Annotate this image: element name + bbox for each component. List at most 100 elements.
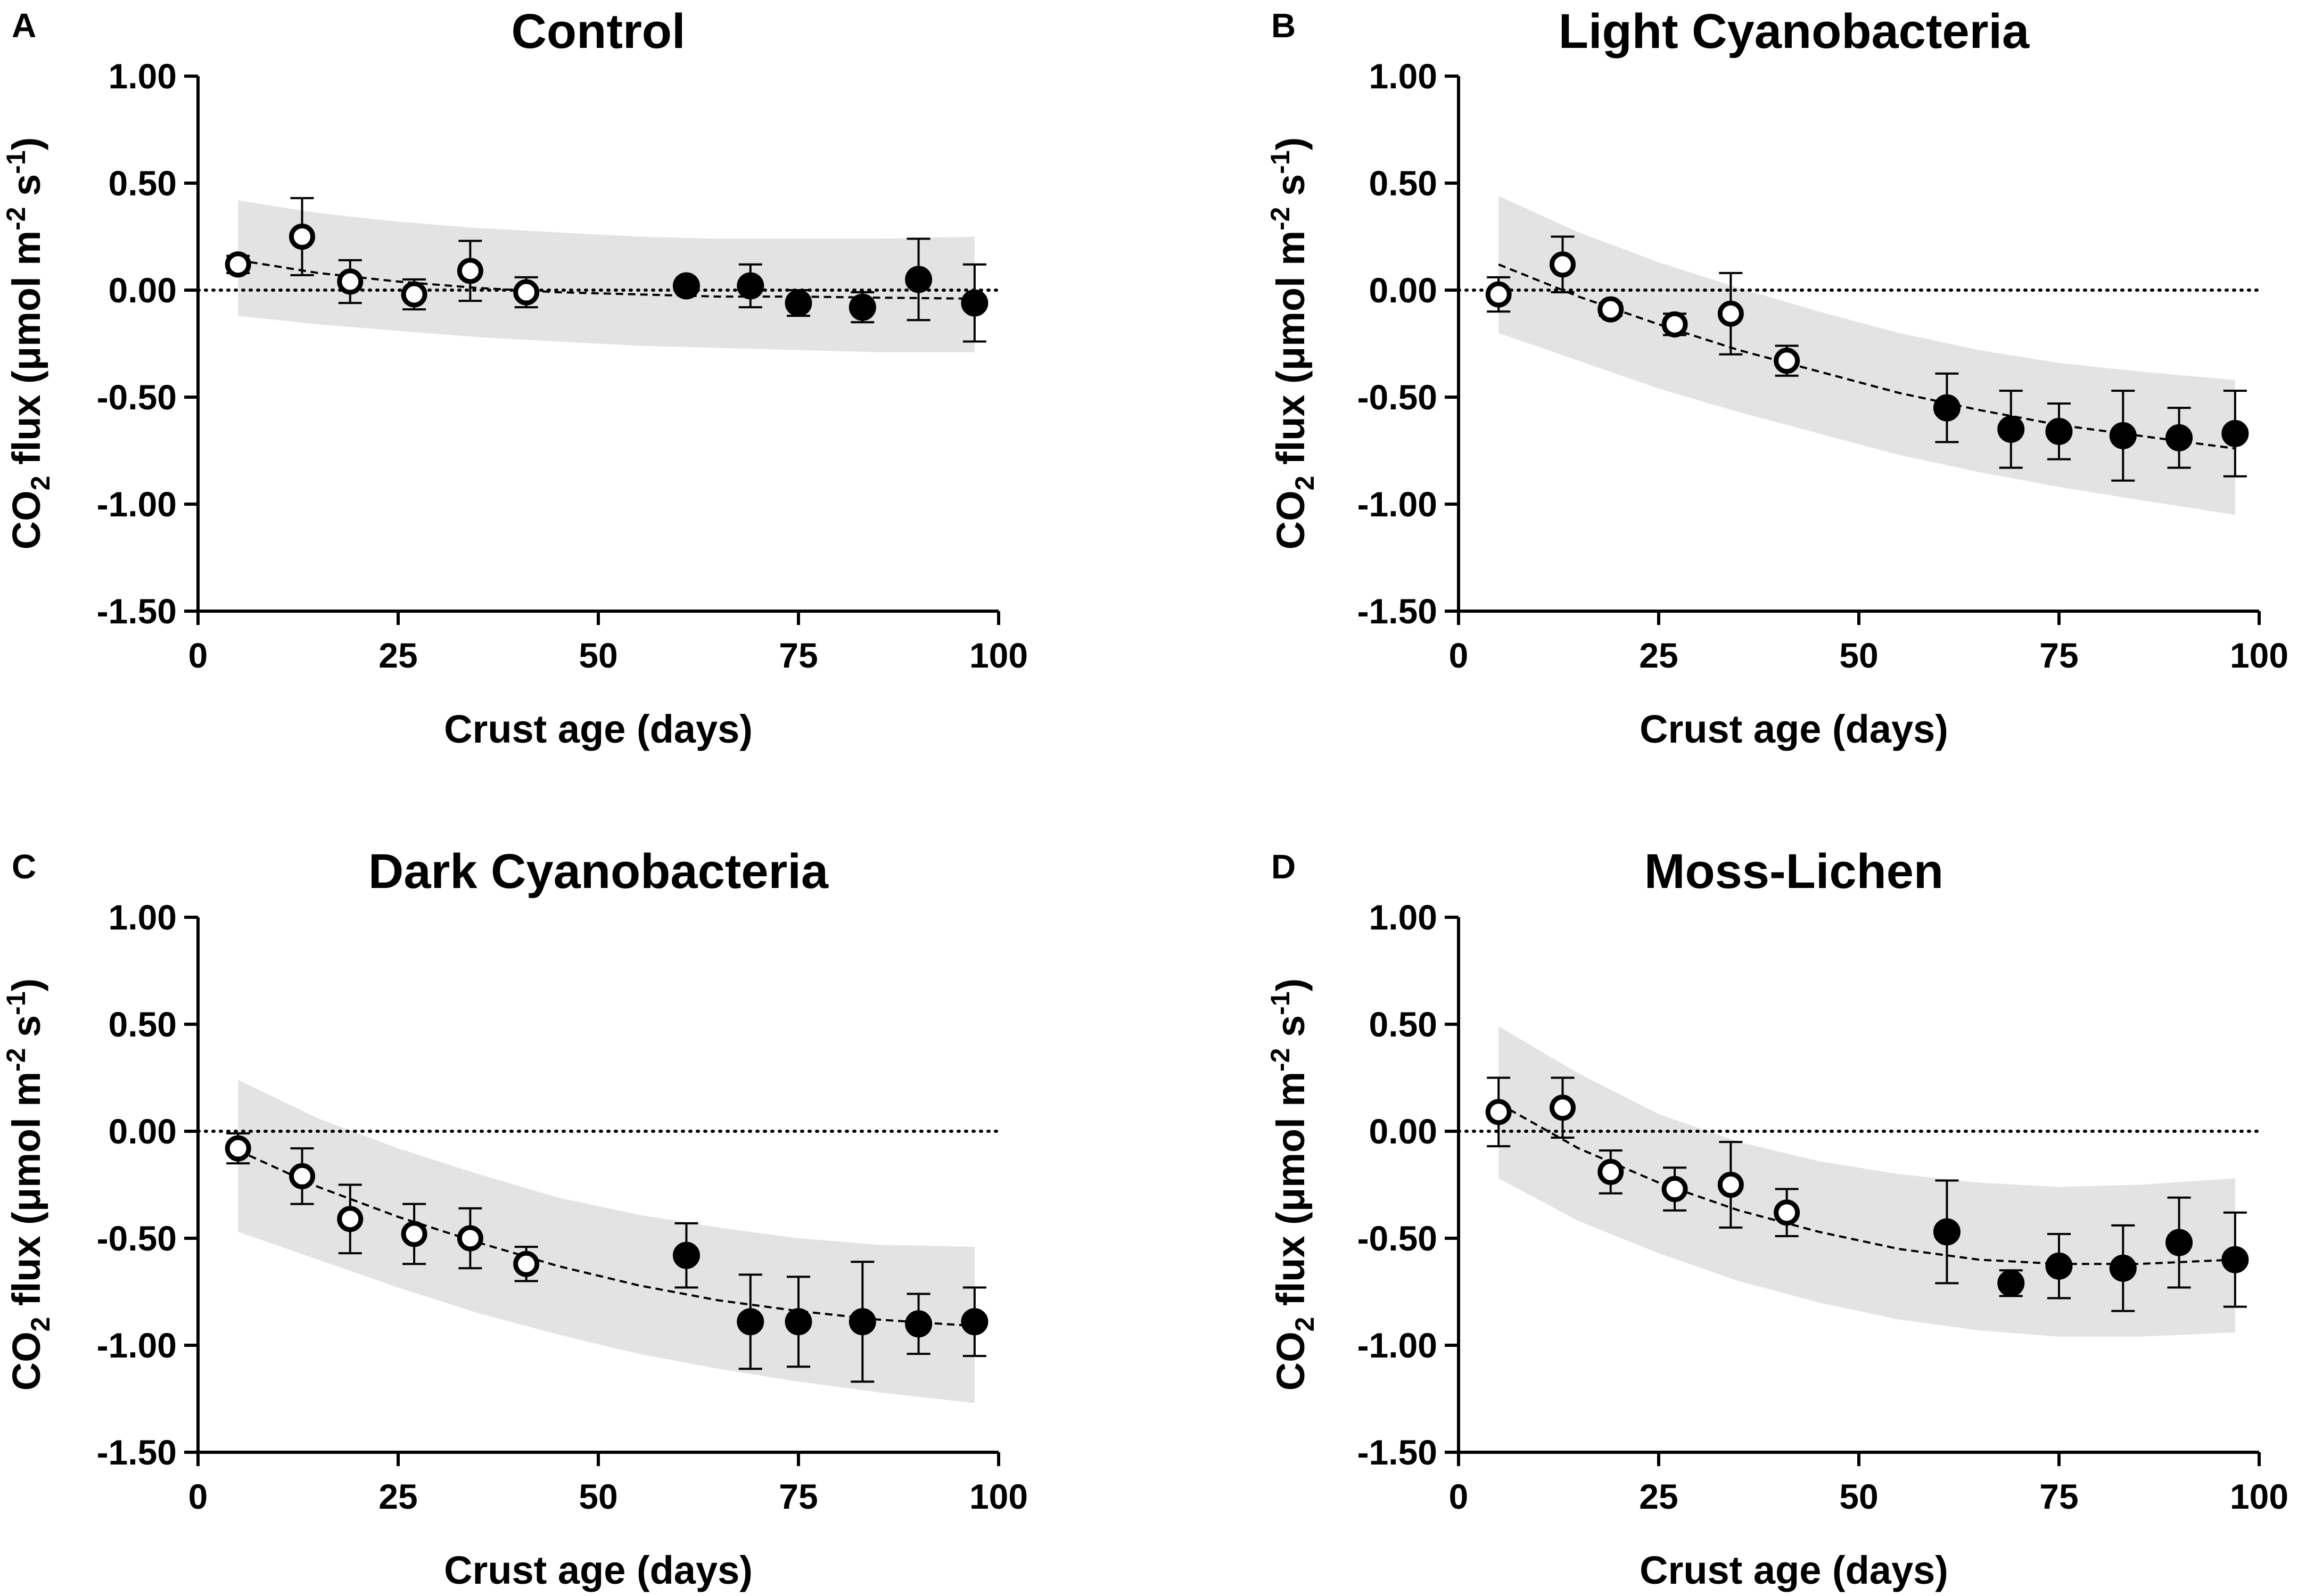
- data-point-filled: [672, 1241, 700, 1269]
- x-tick-label: 100: [2230, 636, 2288, 675]
- data-point-filled: [672, 272, 700, 300]
- chart-title: Moss-Lichen: [1644, 844, 1943, 899]
- y-tick-label: -1.00: [1357, 484, 1437, 524]
- y-tick-label: 1.00: [109, 56, 177, 96]
- y-tick-label: -1.00: [97, 1326, 177, 1365]
- x-tick-label: 50: [579, 636, 617, 675]
- data-point-filled: [2109, 1254, 2137, 1282]
- points-layer: [225, 1132, 989, 1383]
- data-point-open: [1550, 251, 1576, 278]
- x-tick-label: 0: [1449, 636, 1469, 675]
- x-tick-label: 100: [969, 1477, 1028, 1516]
- data-point-open: [401, 1221, 427, 1247]
- y-tick-label: 0.00: [109, 1112, 177, 1151]
- data-point-open: [1774, 348, 1800, 374]
- data-point-filled: [1997, 1269, 2025, 1297]
- data-point-open: [337, 268, 364, 295]
- y-tick-label: 0.00: [109, 270, 177, 310]
- y-tick-label: 0.50: [1369, 1005, 1437, 1044]
- y-tick-label: -1.00: [1357, 1326, 1437, 1365]
- panel-letter: D: [1271, 848, 1296, 886]
- data-point-filled: [2109, 422, 2137, 449]
- y-tick-label: 0.50: [1369, 163, 1437, 203]
- data-point-filled: [737, 272, 764, 300]
- data-point-open: [1597, 1158, 1624, 1185]
- data-point-open: [337, 1206, 364, 1232]
- data-point-open: [1661, 1176, 1688, 1203]
- panel-c: 1.000.500.00-0.50-1.00-1.500 25 50 75 100 C …: [1, 844, 1028, 1592]
- y-axis-title: CO2 flux (μmol m-2 s-1): [1265, 137, 1320, 550]
- panel-b: 1.000.500.00-0.50-1.00-1.500 25 50 75 100 B …: [1265, 4, 2288, 751]
- x-tick-label: 50: [1839, 636, 1878, 675]
- data-point-filled: [2165, 1229, 2193, 1256]
- chart-title: Dark Cyanobacteria: [368, 844, 829, 899]
- data-point-open: [1485, 1099, 1512, 1125]
- panel-d: 1.000.500.00-0.50-1.00-1.500 25 50 75 100 D …: [1265, 844, 2288, 1592]
- data-point-filled: [737, 1308, 764, 1336]
- confidence-band: [1498, 196, 2235, 515]
- data-point-filled: [905, 266, 933, 293]
- data-point-open: [1717, 300, 1744, 327]
- data-point-open: [1717, 1172, 1744, 1198]
- data-point-open: [1550, 1095, 1576, 1121]
- data-point-filled: [2045, 1252, 2073, 1280]
- y-axis-title: CO2 flux (μmol m-2 s-1): [1, 978, 55, 1391]
- x-tick-label: 100: [2230, 1477, 2288, 1516]
- y-tick-label: -1.50: [1357, 591, 1437, 631]
- x-tick-label: 50: [1839, 1477, 1878, 1516]
- axes-layer: 1.00 0.50 0.00 -0.50 -1.00 -1.50 0 25 50 75 100: [1357, 56, 2289, 675]
- y-axis-title: CO2 flux (μmol m-2 s-1): [1265, 978, 1320, 1391]
- data-point-open: [513, 1251, 540, 1277]
- y-tick-label: -0.50: [97, 377, 177, 417]
- panel-letter: B: [1271, 6, 1296, 45]
- x-axis-title: Crust age (days): [444, 1548, 753, 1592]
- data-point-open: [1485, 281, 1512, 308]
- x-tick-label: 75: [2039, 1477, 2078, 1516]
- chart-title: Light Cyanobacteria: [1559, 4, 2030, 59]
- data-point-filled: [2221, 1246, 2249, 1273]
- y-tick-label: -1.50: [97, 591, 177, 631]
- x-tick-label: 0: [188, 1477, 208, 1516]
- points-layer: [1485, 235, 2249, 482]
- y-tick-label: 1.00: [1369, 56, 1437, 96]
- x-tick-label: 25: [378, 1477, 417, 1516]
- data-point-open: [225, 251, 251, 278]
- axes-layer: 1.00 0.50 0.00 -0.50 -1.00 -1.50 0 25 50 75 100: [97, 898, 1028, 1516]
- y-tick-label: 0.50: [109, 163, 177, 203]
- data-point-open: [289, 1163, 316, 1189]
- points-layer: [225, 197, 989, 343]
- y-tick-label: -1.50: [1357, 1433, 1437, 1472]
- data-point-filled: [1933, 1218, 1961, 1246]
- data-point-filled: [785, 1308, 812, 1336]
- data-point-open: [289, 224, 316, 250]
- data-point-filled: [785, 289, 812, 317]
- y-tick-label: 0.50: [109, 1005, 177, 1044]
- data-point-filled: [849, 293, 876, 321]
- y-tick-label: -0.50: [1357, 1219, 1437, 1258]
- x-tick-label: 75: [779, 1477, 818, 1516]
- x-tick-label: 0: [1449, 1477, 1469, 1516]
- confidence-band: [238, 1080, 975, 1403]
- data-point-filled: [2045, 417, 2073, 445]
- fit-curve: [237, 1149, 975, 1327]
- x-tick-label: 75: [779, 636, 818, 675]
- data-point-filled: [1997, 415, 2025, 443]
- data-point-filled: [849, 1308, 876, 1336]
- data-point-open: [457, 1225, 483, 1252]
- confidence-band-layer: [238, 200, 975, 352]
- y-tick-label: -0.50: [97, 1219, 177, 1258]
- x-tick-label: 50: [579, 1477, 617, 1516]
- data-point-open: [401, 281, 427, 308]
- chart-title: Control: [511, 4, 685, 59]
- axes-layer: 1.00 0.50 0.00 -0.50 -1.00 -1.50 0 25 50 75 100: [1357, 898, 2289, 1516]
- data-point-filled: [1933, 394, 1961, 422]
- x-tick-label: 0: [188, 636, 208, 675]
- x-tick-label: 75: [2039, 636, 2078, 675]
- axes-layer: 1.00 0.50 0.00 -0.50 -1.00 -1.50 0 25 50 75 100: [97, 56, 1028, 675]
- data-point-filled: [961, 1308, 989, 1336]
- confidence-band: [238, 200, 975, 352]
- points-layer: [1485, 1076, 2249, 1312]
- data-point-filled: [905, 1310, 933, 1338]
- y-tick-label: -0.50: [1357, 377, 1437, 417]
- data-point-filled: [961, 289, 989, 317]
